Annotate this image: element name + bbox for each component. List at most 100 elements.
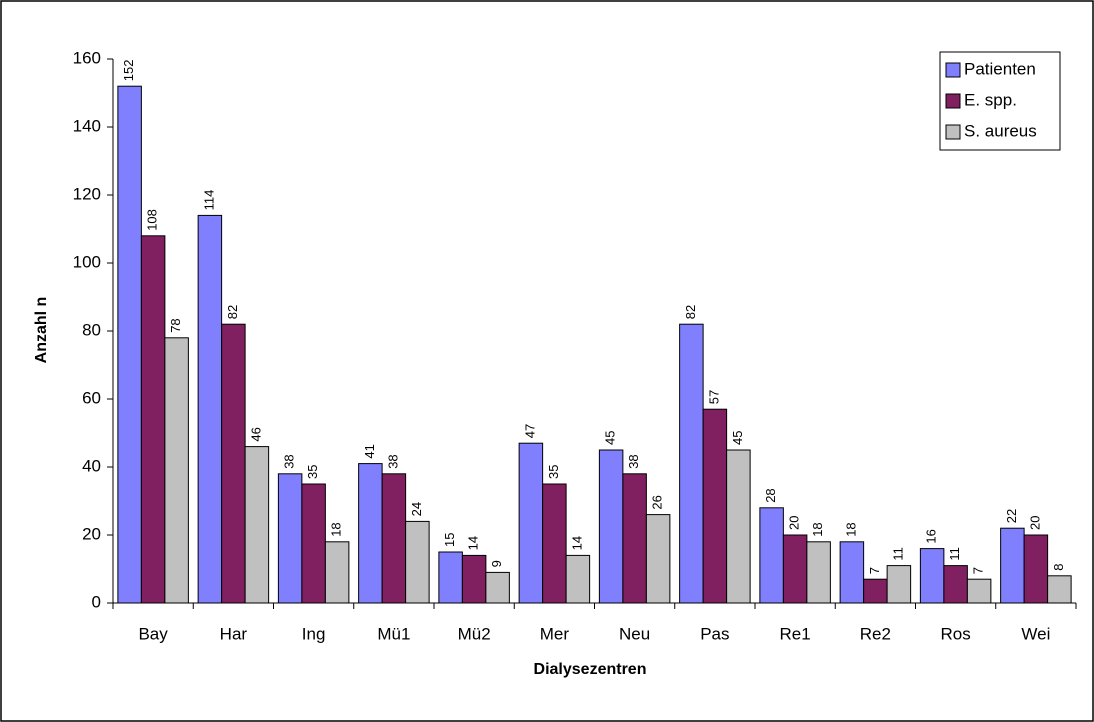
value-label: 14 (466, 536, 481, 550)
value-label: 28 (763, 488, 778, 502)
bar (405, 520, 430, 604)
bar (943, 565, 968, 604)
bar (301, 483, 326, 604)
bar (966, 578, 992, 604)
y-tick-label: 20 (82, 524, 101, 543)
x-tick-label: Bay (138, 624, 168, 643)
value-label: 24 (409, 502, 424, 516)
x-tick-label: Mer (540, 624, 570, 643)
value-label: 78 (168, 318, 183, 332)
value-label: 15 (442, 533, 457, 547)
value-label: 20 (787, 516, 802, 530)
legend-label: Patienten (964, 59, 1036, 78)
legend: Patienten E. spp. S. aureus (939, 51, 1061, 151)
bar (461, 554, 487, 604)
value-label: 38 (282, 454, 297, 468)
value-label: 9 (489, 560, 504, 567)
value-label: 35 (305, 465, 320, 479)
bar (598, 449, 624, 604)
bar (645, 514, 671, 604)
x-tick-label: Re1 (780, 624, 811, 643)
x-tick-label: Neu (619, 624, 650, 643)
bar (324, 541, 350, 604)
value-label: 45 (730, 431, 745, 445)
bar (542, 483, 567, 604)
x-tick-label: Ing (302, 624, 326, 643)
y-axis-label: Anzahl n (33, 297, 50, 364)
bar (485, 571, 510, 604)
legend-label: E. spp. (964, 90, 1017, 109)
bar (381, 473, 407, 604)
bar (438, 551, 463, 604)
bar (759, 507, 784, 604)
x-axis-label: Dialysezentren (534, 661, 647, 678)
legend-swatch (945, 62, 961, 78)
value-label: 108 (145, 209, 160, 231)
value-label: 18 (329, 522, 344, 536)
bar (221, 323, 246, 604)
value-label: 11 (890, 547, 905, 561)
value-label: 152 (121, 59, 136, 81)
bar (197, 214, 223, 604)
bar (140, 235, 166, 604)
value-label: 11 (947, 547, 962, 561)
legend-swatch (945, 93, 961, 109)
value-label: 20 (1027, 516, 1042, 530)
value-label: 114 (201, 190, 216, 211)
x-tick-label: Ros (941, 624, 971, 643)
bar (565, 554, 591, 604)
bar (863, 578, 888, 604)
value-label: 82 (683, 305, 698, 319)
y-tick-label: 60 (82, 388, 101, 407)
bar (622, 473, 647, 604)
bar (839, 541, 865, 604)
bar (806, 541, 831, 604)
bar (164, 337, 189, 604)
value-label: 18 (810, 522, 825, 536)
y-tick-label: 0 (92, 592, 101, 611)
value-label: 16 (924, 529, 939, 543)
value-label: 8 (1051, 564, 1066, 571)
y-tick-label: 80 (82, 320, 101, 339)
bar (358, 463, 383, 604)
x-tick-label: Mü1 (377, 624, 410, 643)
value-label: 35 (546, 465, 561, 479)
legend-swatch (945, 124, 961, 140)
value-label: 22 (1004, 509, 1019, 523)
value-label: 45 (603, 431, 618, 445)
value-label: 38 (626, 454, 641, 468)
value-label: 47 (522, 424, 537, 438)
bar (244, 446, 270, 604)
y-tick-label: 120 (73, 184, 101, 203)
bar (702, 408, 728, 604)
value-label: 46 (248, 427, 263, 441)
bar (1047, 575, 1072, 604)
value-label: 26 (650, 495, 665, 509)
x-tick-label: Pas (700, 624, 729, 643)
x-tick-label: Har (220, 624, 248, 643)
value-label: 38 (385, 454, 400, 468)
value-label: 82 (225, 305, 240, 319)
value-label: 18 (843, 522, 858, 536)
bar (919, 548, 945, 604)
y-tick-label: 140 (73, 116, 101, 135)
legend-label: S. aureus (964, 121, 1037, 140)
y-tick-label: 100 (73, 252, 101, 271)
y-tick-label: 160 (73, 48, 101, 67)
bar (1023, 534, 1049, 604)
value-label: 57 (706, 390, 721, 404)
x-tick-label: Mü2 (458, 624, 491, 643)
bar (518, 442, 544, 604)
bar (679, 323, 704, 604)
value-label: 41 (362, 444, 377, 458)
bar (782, 534, 808, 604)
y-tick-label: 40 (82, 456, 101, 475)
bar (117, 85, 142, 604)
bar (277, 473, 303, 604)
value-label: 14 (569, 536, 584, 550)
value-label: 7 (867, 567, 882, 574)
x-tick-label: Re2 (860, 624, 891, 643)
bar (726, 449, 751, 604)
bar (886, 565, 912, 604)
